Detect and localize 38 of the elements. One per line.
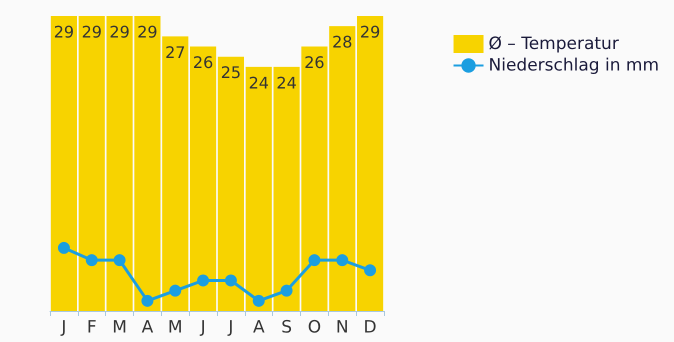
x-tick-label: O bbox=[308, 318, 322, 338]
data-label: 29 bbox=[109, 22, 130, 42]
data-label: 29 bbox=[137, 22, 158, 42]
legend-label: Niederschlag in mm bbox=[488, 56, 660, 76]
data-label: 29 bbox=[82, 22, 102, 42]
point bbox=[197, 274, 210, 286]
point bbox=[280, 284, 293, 297]
x-tick-label: F bbox=[86, 318, 97, 338]
data-label: 29 bbox=[54, 22, 74, 42]
point bbox=[308, 254, 320, 266]
point bbox=[169, 284, 182, 297]
x-tick-label: M bbox=[112, 318, 127, 338]
data-label: 27 bbox=[165, 42, 186, 62]
data-label: 26 bbox=[192, 53, 214, 72]
point bbox=[58, 242, 70, 254]
data-label: 24 bbox=[248, 73, 269, 92]
x-tick-label: J bbox=[227, 318, 234, 338]
point bbox=[336, 254, 348, 266]
x-tick-label: S bbox=[281, 318, 292, 338]
data-label: 24 bbox=[276, 73, 297, 92]
point bbox=[364, 264, 376, 276]
data-label: 29 bbox=[360, 22, 380, 42]
point bbox=[114, 254, 126, 266]
x-tick-label: M bbox=[168, 318, 183, 338]
data-label: 26 bbox=[304, 53, 325, 72]
x-tick-label: A bbox=[142, 318, 154, 338]
x-tick-label: D bbox=[364, 318, 377, 338]
data-label: 28 bbox=[332, 32, 352, 52]
x-tick-label: N bbox=[336, 318, 349, 338]
x-tick-label: J bbox=[200, 318, 206, 338]
point bbox=[252, 294, 265, 307]
point bbox=[141, 294, 154, 307]
legend-label: Ø – Temperatur bbox=[488, 34, 619, 54]
x-tick-label: J bbox=[60, 318, 66, 338]
data-label: 25 bbox=[220, 63, 242, 82]
x-tick-label: A bbox=[252, 318, 265, 338]
point bbox=[86, 254, 98, 266]
point bbox=[224, 274, 237, 286]
